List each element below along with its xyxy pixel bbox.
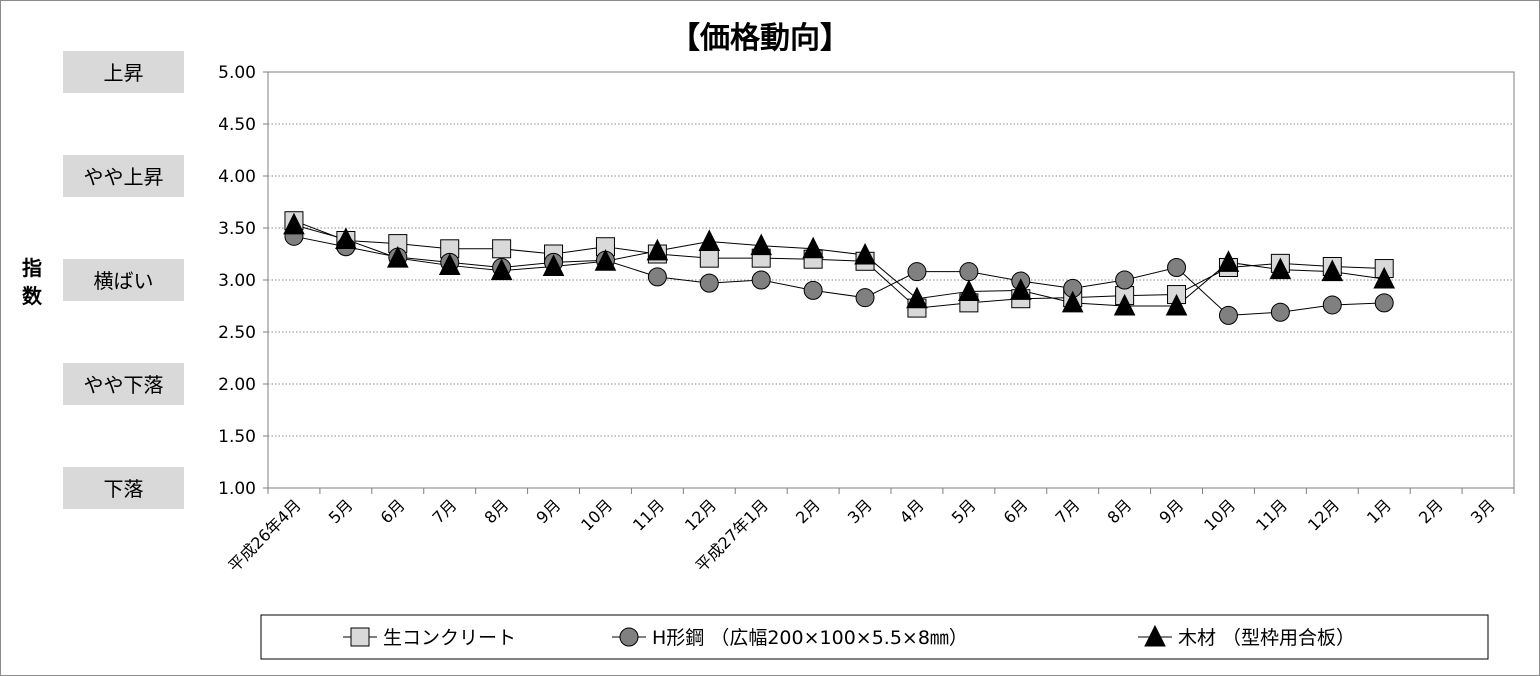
series-2-point-21 [1373, 266, 1396, 289]
x-tick-label-16: 8月 [1104, 495, 1136, 527]
x-tick-label-13: 5月 [948, 495, 980, 527]
x-tick-label-15: 7月 [1052, 495, 1084, 527]
series-2-point-2 [386, 246, 409, 268]
legend-marker-0 [350, 627, 370, 647]
series-1-line [293, 235, 1385, 316]
y-tick-label-6: 4.00 [218, 167, 256, 187]
y-tick-label-1: 1.50 [218, 427, 256, 447]
series-1-point-7 [647, 267, 667, 287]
series-2-point-11 [854, 242, 876, 265]
series-1-point-19 [1270, 302, 1290, 322]
level-box-4 [63, 467, 184, 509]
legend-box [260, 614, 1489, 660]
x-tick-label-17: 9月 [1155, 495, 1187, 527]
x-tick-label-7: 11月 [629, 495, 668, 534]
series-2-point-13 [958, 279, 980, 301]
series-1-point-9 [751, 270, 771, 290]
x-tick-label-1: 5月 [325, 495, 357, 527]
level-box-2 [63, 259, 184, 301]
series-2-point-14 [1009, 278, 1032, 300]
series-1-point-20 [1322, 295, 1342, 315]
x-tick-label-2: 6月 [377, 495, 409, 527]
series-2-point-7 [646, 238, 669, 261]
y-tick-label-2: 2.00 [218, 375, 256, 395]
y-tick-label-0: 1.00 [218, 479, 256, 499]
series-2-point-0 [283, 212, 305, 235]
series-2-point-12 [906, 286, 928, 309]
series-1-point-16 [1115, 270, 1135, 290]
level-label-1: やや上昇 [84, 165, 164, 189]
x-tick-label-0: 平成26年4月 [224, 495, 304, 575]
x-tick-label-4: 8月 [481, 495, 513, 527]
legend-marker-2 [1144, 624, 1166, 647]
x-tick-label-12: 4月 [896, 495, 928, 527]
series-2-point-8 [698, 229, 721, 252]
chart-title: 【価格動向】 [670, 21, 850, 56]
series-2-point-9 [750, 233, 773, 256]
x-tick-label-19: 11月 [1252, 495, 1291, 534]
level-label-2: 横ばい [94, 269, 154, 293]
series-1-point-17 [1167, 258, 1187, 278]
series-0-line [293, 220, 1385, 309]
x-tick-label-22: 2月 [1415, 495, 1447, 527]
series-2-point-17 [1165, 293, 1188, 316]
series-2-point-5 [542, 254, 565, 276]
series-2-point-19 [1269, 257, 1292, 280]
x-tick-label-5: 9月 [532, 495, 564, 527]
x-tick-label-8: 12月 [681, 495, 720, 534]
series-2-point-4 [490, 258, 513, 281]
y-tick-label-8: 5.00 [218, 63, 256, 83]
legend-label-0: 生コンクリート [383, 627, 516, 649]
series-2-point-16 [1113, 293, 1136, 316]
x-tick-label-10: 2月 [792, 495, 824, 527]
series-2-point-10 [802, 236, 824, 259]
x-tick-label-23: 3月 [1467, 495, 1499, 527]
legend-marker-1 [619, 627, 639, 647]
series-2-point-1 [335, 227, 357, 249]
series-0-point-8 [699, 248, 719, 268]
y-tick-label-7: 4.50 [218, 115, 256, 135]
y-tick-label-4: 3.00 [218, 271, 256, 291]
series-2-point-15 [1061, 290, 1084, 313]
series-2-line [293, 224, 1385, 307]
plot-area: 1.00 1.50 2.00 2.50 3.00 3.50 4.00 4.50 5.00 平成26… [63, 51, 1515, 576]
series-2-point-3 [438, 253, 461, 275]
series-1-point-12 [907, 262, 927, 282]
legend-label-1: H形鋼 （広幅200×100×5.5×8㎜） [652, 627, 968, 649]
series-2-point-18 [1217, 250, 1240, 272]
x-tick-label-11: 3月 [844, 495, 876, 527]
level-box-1 [63, 155, 184, 197]
level-label-0: 上昇 [104, 61, 144, 85]
series-1-point-10 [803, 280, 823, 300]
x-tick-label-6: 10月 [577, 495, 616, 534]
y-tick-label-3: 2.50 [218, 323, 256, 343]
series-0-point-4 [492, 239, 512, 259]
x-tick-label-18: 10月 [1200, 495, 1239, 534]
series-1-point-11 [855, 288, 875, 308]
series-1-point-8 [699, 273, 719, 293]
x-tick-label-14: 6月 [1000, 495, 1032, 527]
level-label-3: やや下落 [84, 373, 164, 397]
level-label-4: 下落 [104, 477, 144, 501]
series-2-point-20 [1321, 259, 1344, 282]
x-tick-label-20: 12月 [1304, 495, 1343, 534]
legend-label-2: 木材 （型枠用合板） [1178, 627, 1355, 649]
level-box-3 [63, 363, 184, 405]
y-tick-label-5: 3.50 [218, 219, 256, 239]
series-1-point-13 [959, 262, 979, 282]
x-tick-label-21: 1月 [1363, 495, 1395, 527]
series-1-point-18 [1218, 305, 1238, 325]
level-box-0 [63, 51, 184, 93]
y-axis-label-char-1: 指 [22, 256, 42, 280]
series-2-point-6 [594, 249, 617, 271]
y-axis-label-char-2: 数 [22, 284, 43, 308]
legend: 生コンクリート H形鋼 （広幅200×100×5.5×8㎜） 木材 （型枠用合板） [260, 614, 1489, 660]
x-tick-label-3: 7月 [429, 495, 461, 527]
series-1-point-21 [1374, 293, 1394, 313]
